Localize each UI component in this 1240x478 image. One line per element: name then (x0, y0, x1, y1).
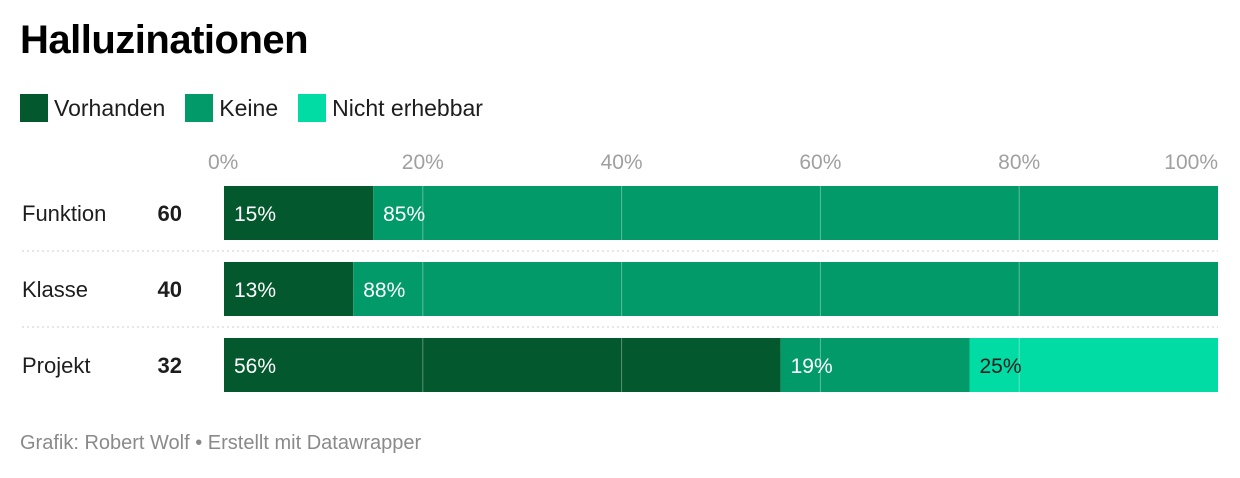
bar-keine-klasse (353, 262, 1219, 316)
legend-label-vorhanden: Vorhanden (54, 94, 166, 121)
row-count-klasse: 40 (158, 277, 182, 302)
row-label-projekt: Projekt (22, 353, 90, 378)
bar-nicht-erhebbar-projekt (969, 338, 1218, 392)
legend-swatch-keine (185, 94, 214, 122)
footer-credit: Grafik: Robert Wolf • Erstellt mit Dataw… (20, 432, 422, 454)
bar-keine-projekt (780, 338, 970, 392)
x-tick-label: 0% (208, 151, 238, 174)
data-label-vorhanden-klasse: 13% (234, 279, 276, 302)
bar-keine-funktion (373, 186, 1219, 240)
x-tick-label: 60% (799, 151, 841, 174)
chart-title: Halluzinationen (20, 18, 309, 62)
data-label-nicht-erhebbar-projekt: 25% (980, 355, 1022, 378)
stacked-bar-chart: 0% 20% 40% 60% 80% 100% Funktion 60 15% 85% Klasse… (22, 151, 1219, 392)
bar-vorhanden-klasse (224, 262, 354, 316)
data-label-vorhanden-funktion: 15% (234, 203, 276, 226)
legend-item-nicht-erhebbar: Nicht erhebbar (298, 94, 483, 122)
x-tick-label: 80% (998, 151, 1040, 174)
data-label-keine-funktion: 85% (383, 203, 425, 226)
legend-swatch-nicht-erhebbar (298, 94, 327, 122)
x-tick-label: 40% (601, 151, 643, 174)
data-label-keine-projekt: 19% (791, 355, 833, 378)
legend-item-vorhanden: Vorhanden (20, 94, 165, 122)
data-label-keine-klasse: 88% (363, 279, 405, 302)
legend-label-keine: Keine (219, 94, 279, 121)
legend-swatch-vorhanden (20, 94, 48, 122)
x-tick-label: 20% (402, 151, 444, 174)
legend: Vorhanden Keine Nicht erhebbar (20, 92, 503, 124)
row-label-funktion: Funktion (22, 201, 106, 226)
bar-vorhanden-projekt (224, 338, 781, 392)
legend-item-keine: Keine (185, 94, 278, 122)
row-label-klasse: Klasse (22, 277, 88, 302)
row-count-funktion: 60 (158, 201, 182, 226)
data-label-vorhanden-projekt: 56% (234, 355, 276, 378)
row-count-projekt: 32 (158, 353, 182, 378)
bar-vorhanden-funktion (224, 186, 374, 240)
x-tick-label: 100% (1164, 151, 1218, 174)
legend-label-nicht-erhebbar: Nicht erhebbar (332, 94, 483, 121)
